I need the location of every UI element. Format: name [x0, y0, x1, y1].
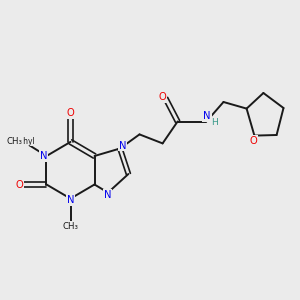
- Text: CH₃: CH₃: [62, 222, 79, 231]
- Text: CH₃: CH₃: [7, 137, 22, 146]
- Text: N: N: [67, 195, 74, 205]
- Text: N: N: [119, 140, 126, 151]
- Text: methyl: methyl: [8, 136, 35, 146]
- Text: H: H: [212, 118, 218, 127]
- Text: O: O: [158, 92, 166, 102]
- Text: O: O: [250, 136, 258, 146]
- Text: N: N: [40, 151, 47, 161]
- Text: methyl: methyl: [22, 130, 70, 144]
- Text: O: O: [67, 108, 74, 118]
- Text: O: O: [16, 179, 23, 190]
- Text: N: N: [203, 111, 211, 121]
- Text: N: N: [104, 190, 111, 200]
